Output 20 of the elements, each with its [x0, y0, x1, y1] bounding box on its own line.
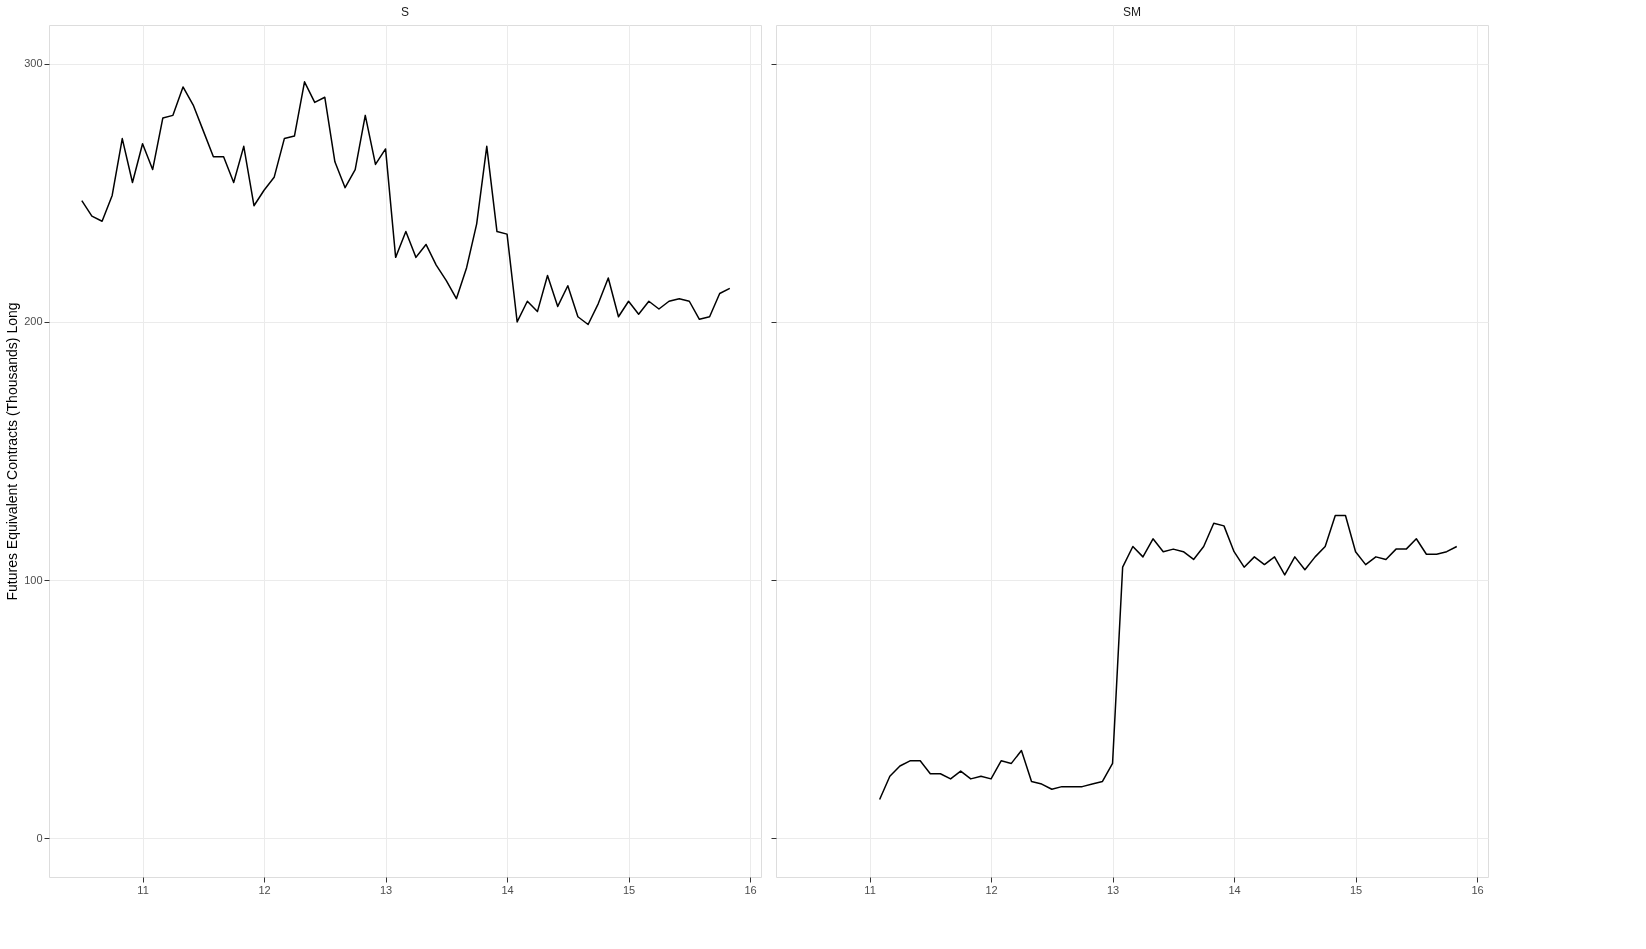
x-tick-label: 15 [622, 883, 636, 896]
x-tick-label: 11 [137, 883, 149, 896]
x-tick-label: 16 [1471, 883, 1484, 896]
line-series [81, 81, 731, 326]
x-tick-label: 16 [744, 883, 757, 896]
chart-title: SM [1123, 5, 1141, 19]
x-tick-label: 15 [1349, 883, 1363, 896]
y-tick-label: 0 [36, 831, 43, 844]
x-tick-label: 14 [501, 883, 514, 896]
chart-title: S [400, 5, 410, 19]
x-tick-label: 13 [1106, 883, 1120, 896]
y-axis-title: Futures Equivalent Contracts (Thousands) Long [4, 302, 21, 601]
y-tick-label: 100 [24, 573, 43, 586]
y-tick-label: 200 [24, 315, 43, 328]
x-tick-label: 12 [258, 883, 271, 896]
x-tick-label: 14 [1228, 883, 1241, 896]
y-tick-label: 300 [24, 57, 43, 70]
x-tick-label: 11 [864, 883, 876, 896]
x-tick-label: 13 [379, 883, 393, 896]
x-tick-label: 12 [985, 883, 998, 896]
